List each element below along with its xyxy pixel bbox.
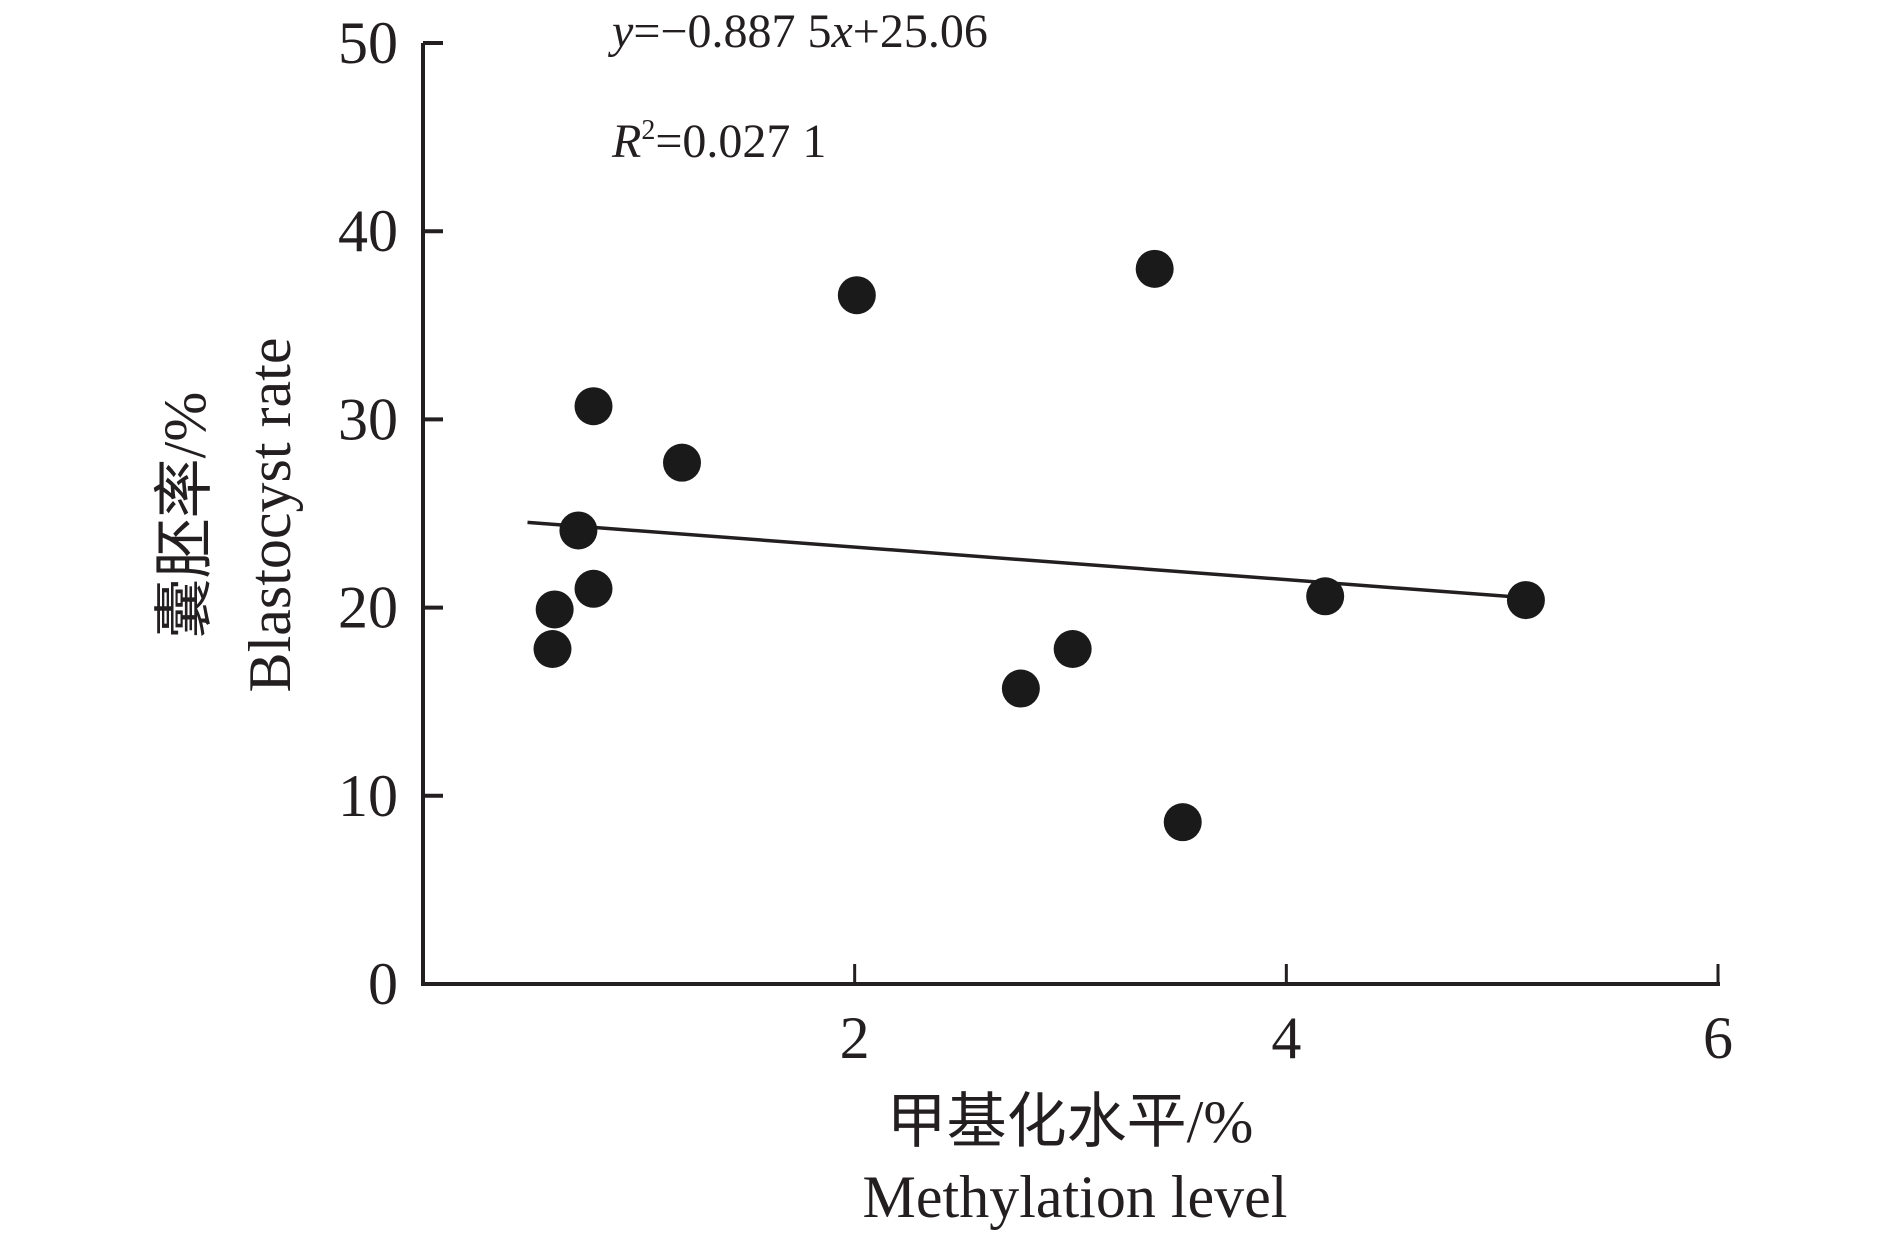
r-var: R [611,115,641,168]
x-tick-label: 6 [1703,1005,1733,1071]
y-axis-title: Blastocyst rate [237,338,303,693]
data-point [837,276,876,315]
equation-y-var: y [607,5,634,58]
y-axis-title-cn: 囊胚率/% [152,392,218,639]
x-tick-label: 4 [1271,1005,1301,1071]
x-axis-title-cn: 甲基化水平/% [887,1089,1254,1155]
data-point [1053,630,1092,669]
r-superscript: 2 [641,115,655,146]
y-tick-label: 40 [338,198,398,264]
equation-x-var: x [830,5,852,58]
data-point [1001,669,1040,708]
data-points [533,249,1545,842]
r-squared: R2=0.027 1 [611,115,826,168]
regression-equation: y=−0.887 5x+25.06 [607,5,988,58]
data-point [1163,803,1202,842]
data-point [1506,581,1545,620]
data-point [574,387,613,426]
data-point [1306,577,1345,616]
y-tick-label: 30 [338,386,398,452]
data-point [1135,249,1174,288]
data-point [535,590,574,629]
equation-part-2: +25.06 [853,5,988,58]
data-point [663,443,701,482]
equation-part-1: =−0.887 5 [633,5,831,58]
data-point [559,511,598,550]
data-point [574,569,613,608]
y-ticks: 0 10 20 30 40 50 [338,10,443,1017]
y-tick-label: 20 [338,575,398,641]
x-tick-label: 2 [840,1005,870,1071]
y-tick-label: 10 [338,763,398,829]
x-axis-title: Methylation level [863,1164,1288,1230]
trend-line [527,520,1527,600]
x-ticks: 2 4 6 [840,964,1733,1071]
r-squared-value: =0.027 1 [655,115,826,168]
y-tick-label: 0 [368,951,398,1017]
data-point [533,630,572,669]
y-tick-label: 50 [338,10,398,76]
